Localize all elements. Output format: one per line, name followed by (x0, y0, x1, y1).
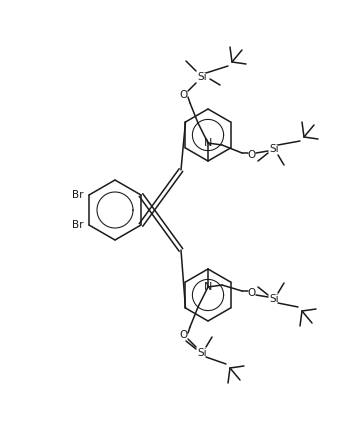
Text: O: O (248, 150, 256, 160)
Text: Br: Br (71, 190, 83, 200)
Text: O: O (180, 330, 188, 340)
Text: Si: Si (197, 72, 207, 82)
Text: Si: Si (269, 144, 279, 154)
Text: O: O (248, 288, 256, 298)
Text: O: O (180, 90, 188, 100)
Text: N: N (204, 138, 212, 148)
Text: Br: Br (71, 220, 83, 230)
Text: N: N (204, 282, 212, 292)
Text: Si: Si (269, 294, 279, 304)
Text: Si: Si (197, 348, 207, 358)
